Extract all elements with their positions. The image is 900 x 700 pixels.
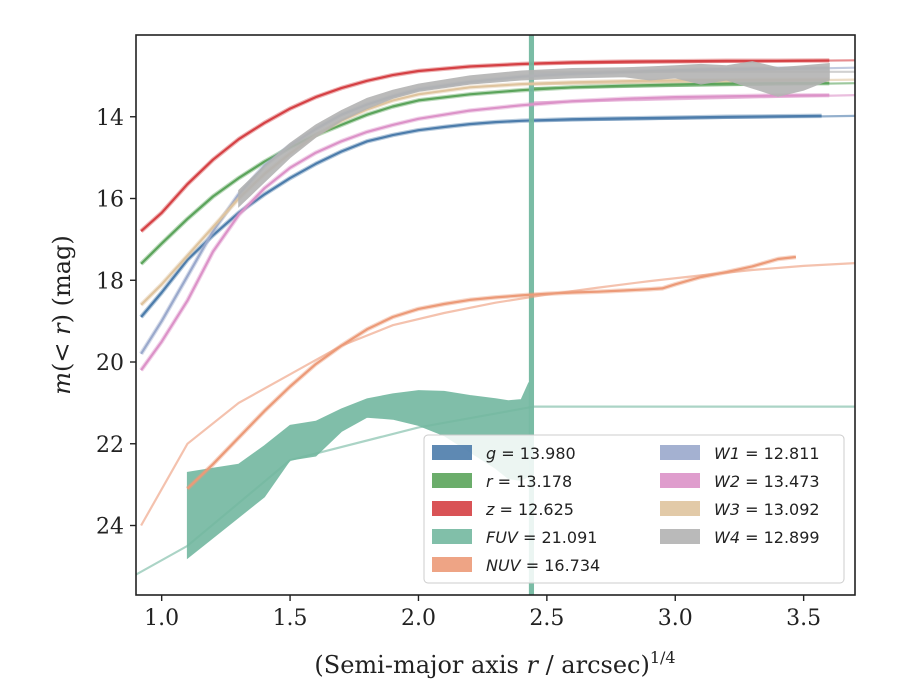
series-w2 bbox=[139, 92, 855, 372]
y-tick-label: 14 bbox=[96, 106, 124, 131]
series-fuv-spike bbox=[528, 35, 535, 595]
legend-swatch-w2 bbox=[660, 473, 700, 488]
x-tick-label: 1.5 bbox=[273, 606, 308, 631]
y-tick-label: 22 bbox=[96, 433, 124, 458]
y-tick-label: 24 bbox=[96, 515, 124, 540]
series-nuv-model-line bbox=[140, 262, 855, 527]
x-tick-label: 1.0 bbox=[144, 606, 179, 631]
y-axis-label: m(< r) (mag) bbox=[48, 235, 76, 395]
series-g-line bbox=[140, 114, 822, 318]
legend: g = 13.980 r = 13.178 z = 12.625 FUV = 21.0… bbox=[423, 434, 845, 584]
data-layer bbox=[136, 35, 855, 595]
series-w2-line bbox=[140, 94, 830, 371]
legend-swatch-g bbox=[432, 445, 472, 460]
legend-swatch-fuv bbox=[432, 529, 472, 544]
legend-swatch-r bbox=[432, 473, 472, 488]
series-z bbox=[139, 58, 855, 233]
legend-swatch-nuv bbox=[432, 557, 472, 572]
y-tick-label: 16 bbox=[96, 188, 124, 213]
x-tick-label: 2.0 bbox=[401, 606, 436, 631]
series-w4 bbox=[238, 61, 855, 208]
plot-frame bbox=[135, 34, 856, 596]
legend-label-nuv: NUV = 16.734 bbox=[486, 556, 600, 575]
legend-swatch-z bbox=[432, 501, 472, 516]
x-tick-label: 3.0 bbox=[658, 606, 693, 631]
x-tick-label: 3.5 bbox=[786, 606, 821, 631]
legend-label-r: r = 13.178 bbox=[486, 472, 572, 491]
x-axis-label: (Semi-major axis r / arcsec)1/4 bbox=[314, 648, 675, 679]
series-g bbox=[139, 113, 855, 319]
legend-label-w3: W3 = 13.092 bbox=[714, 500, 820, 519]
legend-label-w1: W1 = 12.811 bbox=[714, 444, 820, 463]
legend-label-g: g = 13.980 bbox=[486, 444, 576, 463]
ticks-layer: 1.0 1.5 2.0 2.5 3.0 3.5 14 16 18 20 22 24 bbox=[96, 106, 821, 631]
legend-box bbox=[423, 434, 845, 584]
series-nuv-line bbox=[186, 255, 797, 490]
series-w3-line bbox=[140, 78, 830, 306]
legend-label-w2: W2 = 13.473 bbox=[714, 472, 820, 491]
series-nuv bbox=[140, 254, 855, 527]
legend-swatch-w3 bbox=[660, 501, 700, 516]
series-w4-band bbox=[238, 61, 830, 208]
legend-label-w4: W4 = 12.899 bbox=[714, 528, 820, 547]
series-z-line bbox=[140, 59, 830, 233]
x-tick-label: 2.5 bbox=[529, 606, 564, 631]
legend-swatch-w4 bbox=[660, 529, 700, 544]
legend-label-fuv: FUV = 21.091 bbox=[486, 528, 597, 547]
series-r-line bbox=[140, 82, 830, 265]
series-fuv-model-line bbox=[136, 405, 855, 576]
y-tick-label: 20 bbox=[96, 351, 124, 376]
y-tick-label: 18 bbox=[96, 269, 124, 294]
legend-label-z: z = 12.625 bbox=[485, 500, 574, 519]
legend-swatch-w1 bbox=[660, 445, 700, 460]
